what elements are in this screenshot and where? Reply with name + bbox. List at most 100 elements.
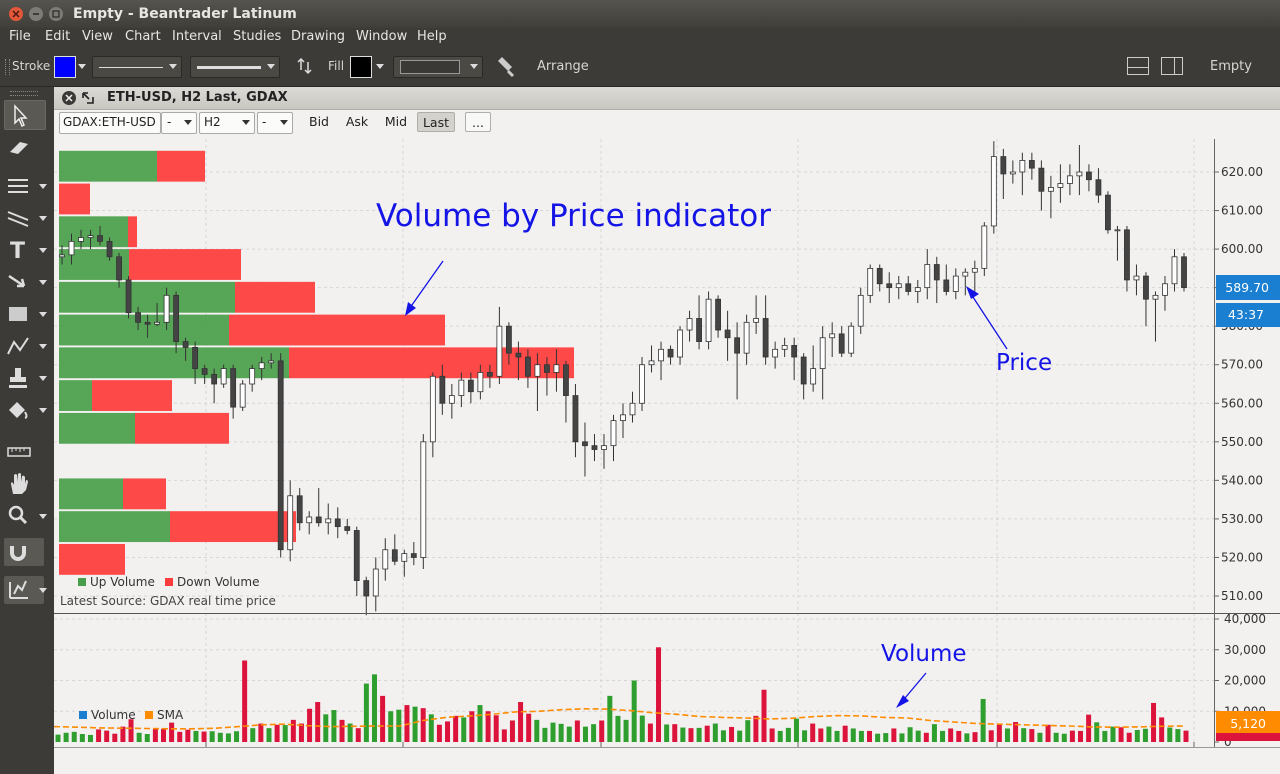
volume-bar xyxy=(250,728,256,742)
select-pointer-icon[interactable] xyxy=(4,100,46,130)
volume-bar xyxy=(315,702,321,742)
close-chart-icon[interactable] xyxy=(62,91,76,105)
candle-body xyxy=(772,348,779,358)
volume-bar xyxy=(63,732,69,742)
ruler-icon[interactable] xyxy=(4,438,44,466)
vbp-annotation: Volume by Price indicator xyxy=(376,198,771,234)
volume-bar xyxy=(445,721,451,742)
candle-body xyxy=(620,414,626,422)
tools-grip-icon xyxy=(10,91,38,96)
eraser-brush-icon[interactable] xyxy=(494,55,518,79)
layout-vertical-icon[interactable] xyxy=(1161,57,1183,75)
candle-body xyxy=(990,156,997,227)
mid-button[interactable]: Mid xyxy=(384,114,408,129)
fill-style-dropdown[interactable] xyxy=(393,56,483,78)
svg-text:T: T xyxy=(10,239,25,264)
drawing-tools-panel: T xyxy=(0,87,52,773)
candle-body xyxy=(125,279,132,314)
menu-chart[interactable]: Chart xyxy=(125,29,161,44)
candle-body xyxy=(363,580,370,597)
menu-studies[interactable]: Studies xyxy=(233,29,282,44)
minimize-window-icon[interactable] xyxy=(29,7,43,21)
volume-bar xyxy=(1094,722,1100,742)
menu-interval[interactable]: Interval xyxy=(172,29,222,44)
menu-view[interactable]: View xyxy=(82,29,113,44)
workspace-name[interactable]: Empty xyxy=(1210,59,1252,74)
chevron-down-icon xyxy=(267,64,275,69)
volume-bar xyxy=(550,722,556,742)
chart-style-icon[interactable] xyxy=(4,576,47,604)
candle-body xyxy=(810,368,817,385)
volume-bar xyxy=(664,724,670,742)
menu-drawing[interactable]: Drawing xyxy=(291,29,346,44)
candle-body xyxy=(696,318,702,343)
line-style-preview xyxy=(99,67,163,68)
menu-edit[interactable]: Edit xyxy=(45,29,71,44)
aggregation-select-value: - xyxy=(167,115,172,129)
volume-bar xyxy=(493,715,499,742)
interval-select[interactable]: H2 xyxy=(199,112,255,134)
candle-body xyxy=(1057,183,1064,188)
candle-body xyxy=(182,341,189,348)
volume-bar xyxy=(867,730,873,742)
volume-bar xyxy=(177,731,183,742)
hand-pan-icon[interactable] xyxy=(4,470,44,498)
candle-body xyxy=(1152,294,1159,300)
stamp-tool-icon[interactable] xyxy=(4,364,47,392)
line-width-preview xyxy=(197,66,261,69)
text-tool-icon[interactable]: T xyxy=(4,236,47,264)
candle-body xyxy=(572,395,579,443)
toolbar-grip-icon xyxy=(5,59,10,75)
volume-bar xyxy=(842,725,848,742)
volume-bar xyxy=(1175,729,1181,742)
volume-bar xyxy=(144,734,150,742)
candle-body xyxy=(867,267,874,296)
candle-body xyxy=(667,348,674,358)
menu-window[interactable]: Window xyxy=(356,29,408,44)
arrow-tool-icon[interactable] xyxy=(4,268,47,296)
line-width-dropdown[interactable] xyxy=(190,56,280,78)
maximize-window-icon[interactable] xyxy=(49,7,63,21)
chevron-down-icon xyxy=(39,408,47,413)
volume-bar xyxy=(607,695,613,742)
aggregation-select[interactable]: - xyxy=(161,112,197,134)
stroke-color-dropdown-icon[interactable] xyxy=(78,64,86,69)
volume-bar xyxy=(696,727,702,742)
close-window-icon[interactable] xyxy=(9,7,23,21)
fill-color-dropdown-icon[interactable] xyxy=(376,64,384,69)
volume-bar xyxy=(534,719,540,742)
menu-help[interactable]: Help xyxy=(417,29,447,44)
price-axis: 620.00610.00600.00590.00580.00570.00560.… xyxy=(1214,165,1263,603)
candle-body xyxy=(344,526,351,531)
line-style-dropdown[interactable] xyxy=(92,56,182,78)
volume-bar xyxy=(1061,733,1067,742)
rectangle-tool-icon[interactable] xyxy=(4,300,47,328)
volume-bar xyxy=(266,728,272,742)
volume-bar xyxy=(1126,732,1132,742)
volume-bar xyxy=(1110,726,1116,742)
stroke-color-swatch[interactable] xyxy=(54,56,76,78)
menu-file[interactable]: File xyxy=(9,29,31,44)
ask-button[interactable]: Ask xyxy=(345,114,369,129)
candle-body xyxy=(496,325,503,377)
layout-horizontal-icon[interactable] xyxy=(1127,57,1149,75)
swap-colors-icon[interactable] xyxy=(295,56,315,76)
chart-type-select[interactable]: - xyxy=(257,112,293,134)
more-options-button[interactable]: ... xyxy=(465,112,491,132)
symbol-select[interactable]: GDAX:ETH-USD xyxy=(59,112,161,134)
candle-body xyxy=(1105,194,1111,231)
undock-chart-icon[interactable] xyxy=(81,91,95,105)
trend-lines-icon[interactable] xyxy=(4,204,47,232)
horizontal-lines-icon[interactable] xyxy=(4,172,47,200)
polyline-tool-icon[interactable] xyxy=(4,332,47,360)
chart-area[interactable]: 620.00610.00600.00590.00580.00570.00560.… xyxy=(54,87,1280,773)
last-button[interactable]: Last xyxy=(417,112,455,132)
magnet-icon[interactable] xyxy=(4,538,44,566)
zoom-icon[interactable] xyxy=(4,502,47,530)
arrange-menu[interactable]: Arrange xyxy=(537,59,589,74)
eraser-icon[interactable] xyxy=(4,134,44,162)
fill-bucket-icon[interactable] xyxy=(4,396,47,424)
fill-color-swatch[interactable] xyxy=(350,56,372,78)
vbp-down-bar xyxy=(229,314,445,346)
bid-button[interactable]: Bid xyxy=(309,114,329,129)
